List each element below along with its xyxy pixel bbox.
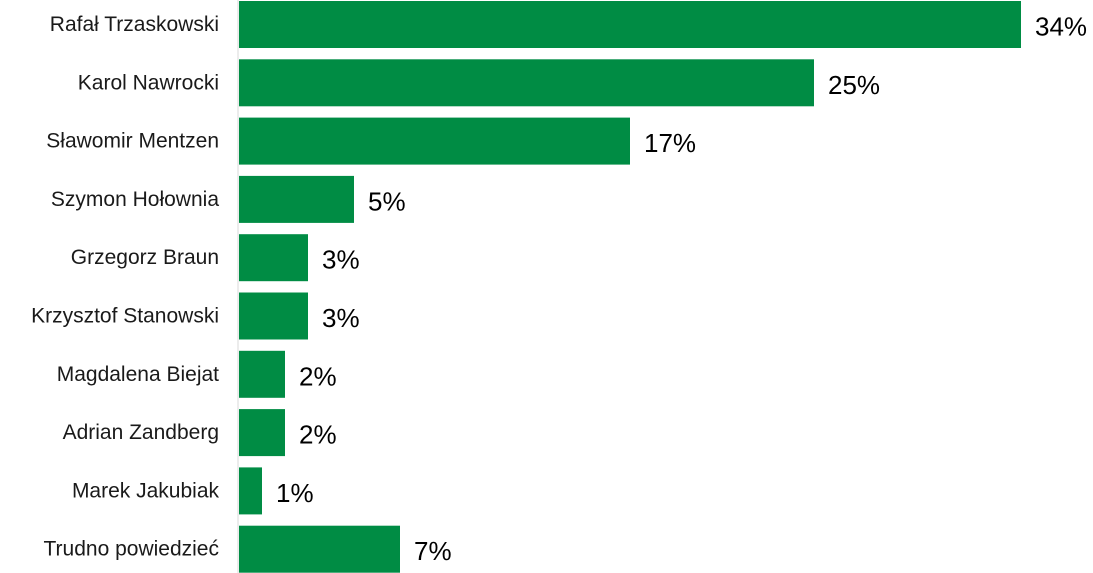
bar <box>239 1 1021 48</box>
value-label: 5% <box>368 186 406 216</box>
bar <box>239 59 814 107</box>
bar <box>239 292 308 340</box>
bar <box>239 409 285 457</box>
category-label: Grzegorz Braun <box>71 246 219 269</box>
category-label: Sławomir Mentzen <box>46 130 219 153</box>
category-label: Szymon Hołownia <box>51 188 219 211</box>
category-label: Trudno powiedzieć <box>44 538 220 561</box>
category-label: Marek Jakubiak <box>72 479 220 502</box>
category-label: Krzysztof Stanowski <box>31 305 219 328</box>
category-label: Magdalena Biejat <box>57 363 219 386</box>
value-label: 3% <box>322 303 360 333</box>
value-label: 2% <box>299 420 337 450</box>
bar <box>239 117 630 165</box>
value-label: 2% <box>299 361 337 391</box>
bar <box>239 350 285 398</box>
category-label: Karol Nawrocki <box>78 71 219 94</box>
bars-group <box>239 1 1021 573</box>
category-label: Rafał Trzaskowski <box>50 13 219 36</box>
value-label: 1% <box>276 478 314 508</box>
bar <box>239 525 400 573</box>
bar <box>239 175 354 223</box>
value-label: 17% <box>644 128 696 158</box>
category-labels-group: Rafał Trzaskowski Karol Nawrocki Sławomir … <box>31 13 219 561</box>
bar <box>239 234 308 282</box>
value-label: 34% <box>1035 12 1087 42</box>
value-label: 25% <box>828 70 880 100</box>
value-label: 3% <box>322 245 360 275</box>
category-label: Adrian Zandberg <box>63 421 219 444</box>
bar <box>239 467 262 515</box>
value-label: 7% <box>414 536 452 566</box>
value-labels-group: 34% 25% 17% 5% 3% 3% 2% 2% 1% 7% <box>276 12 1087 567</box>
